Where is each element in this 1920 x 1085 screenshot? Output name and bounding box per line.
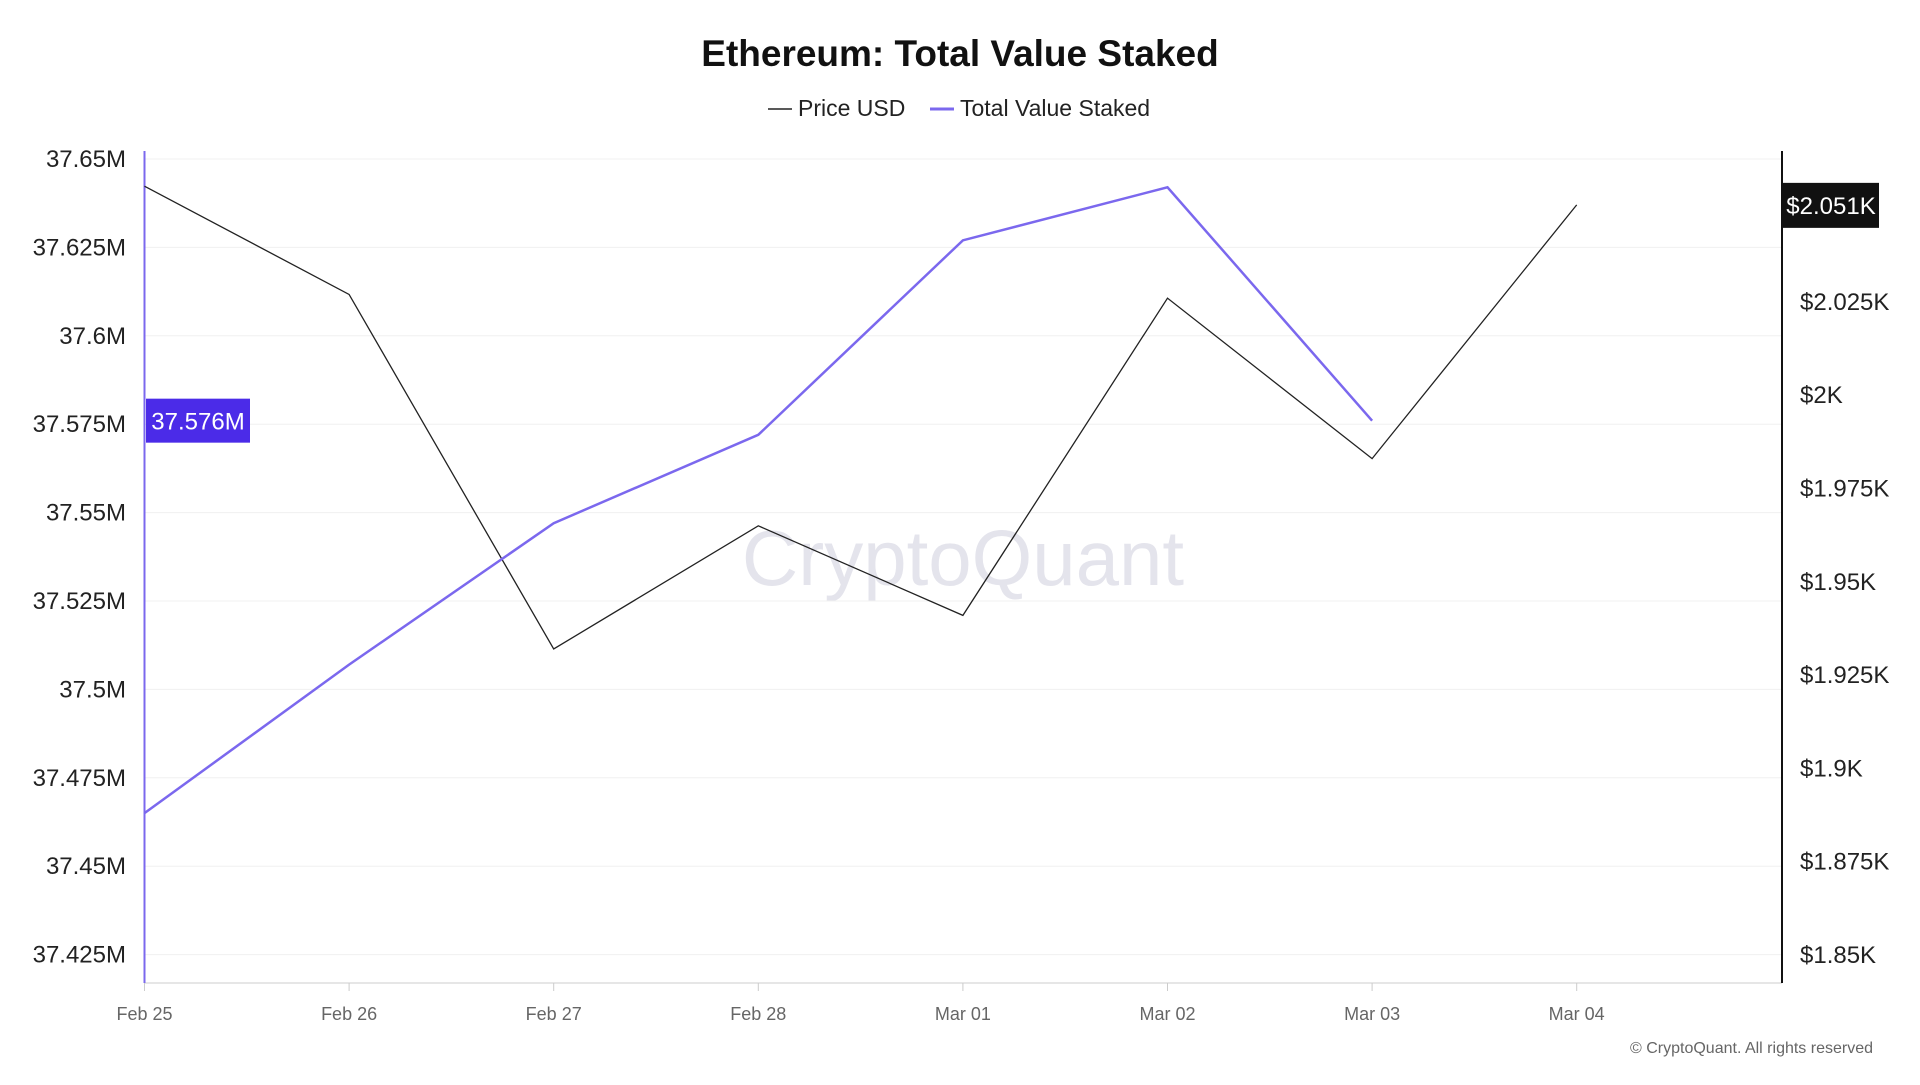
x-axis-tick-label: Feb 26 [321, 1004, 377, 1024]
x-axis-tick-label: Mar 01 [935, 1004, 991, 1024]
left-axis-tick-label: 37.6M [59, 323, 126, 350]
right-axis-tick-label: $1.875K [1800, 849, 1889, 876]
x-axis-tick-label: Mar 03 [1344, 1004, 1400, 1024]
left-axis-tick-label: 37.65M [46, 146, 126, 173]
right-axis-tick-label: $1.95K [1800, 569, 1876, 596]
left-axis-tick-label: 37.625M [33, 234, 126, 261]
watermark: CryptoQuant [742, 514, 1185, 602]
left-axis-current-value: 37.576M [151, 409, 244, 436]
chart-title: Ethereum: Total Value Staked [701, 33, 1218, 74]
footer-copyright: © CryptoQuant. All rights reserved [1630, 1040, 1873, 1057]
left-axis-tick-label: 37.525M [33, 588, 126, 615]
left-axis-tick-label: 37.45M [46, 853, 126, 880]
x-axis-tick-label: Feb 28 [730, 1004, 786, 1024]
right-axis-current-value-badge [1783, 182, 1879, 228]
x-axis-tick-label: Mar 02 [1139, 1004, 1195, 1024]
left-axis-tick-label: 37.475M [33, 765, 126, 792]
left-axis-tick-label: 37.5M [59, 676, 126, 703]
legend-total-value-staked[interactable]: Total Value Staked [960, 95, 1150, 121]
right-axis-current-value: $2.051K [1786, 193, 1875, 220]
right-axis-tick-label: $2K [1800, 382, 1843, 409]
x-axis-tick-label: Feb 27 [526, 1004, 582, 1024]
left-axis-tick-label: 37.425M [33, 942, 126, 969]
left-axis-tick-label: 37.55M [46, 500, 126, 527]
right-axis-tick-label: $1.85K [1800, 942, 1876, 969]
price-usd-line [144, 185, 1578, 650]
right-axis-tick-label: $2.025K [1800, 289, 1889, 316]
right-axis-tick-label: $1.925K [1800, 662, 1889, 689]
legend-price-usd[interactable]: Price USD [798, 95, 905, 121]
x-axis-tick-label: Feb 25 [116, 1004, 172, 1024]
legend: Price USD Total Value Staked [768, 95, 1150, 121]
left-axis-tick-label: 37.575M [33, 411, 126, 438]
x-axis-tick-label: Mar 04 [1549, 1004, 1605, 1024]
total-value-staked-line [143, 185, 1374, 815]
left-axis-current-value-badge [146, 398, 250, 443]
right-axis-tick-label: $1.975K [1800, 476, 1889, 503]
right-axis-tick-label: $1.9K [1800, 755, 1863, 782]
